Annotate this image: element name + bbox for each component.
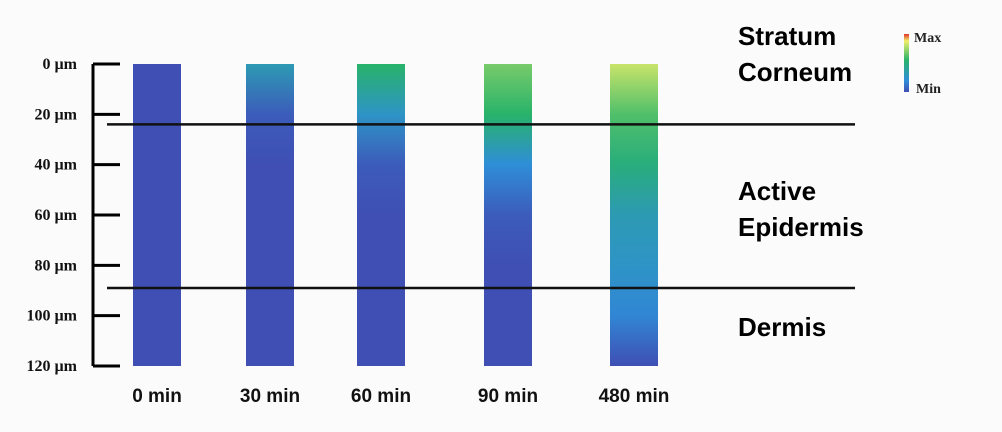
layer-label: Active: [738, 176, 816, 206]
layer-label: Stratum: [738, 21, 836, 51]
y-tick-label: 60 µm: [34, 207, 77, 224]
time-label: 30 min: [240, 386, 300, 407]
heatmap-column-3: [484, 64, 532, 366]
y-tick-label: 80 µm: [34, 257, 77, 274]
time-labels: 0 min 30 min 60 min 90 min 480 min: [132, 386, 669, 407]
y-tick-label: 120 µm: [26, 358, 77, 375]
layer-boundaries: [107, 123, 855, 290]
color-legend: Max Min: [904, 31, 941, 97]
heatmap-column-1: [246, 64, 294, 366]
legend-min-label: Min: [916, 82, 941, 97]
heatmap-column-2: [357, 64, 405, 366]
time-label: 0 min: [132, 386, 182, 407]
layer-labels: Stratum Corneum Active Epidermis Dermis: [738, 21, 864, 342]
y-axis: 0 µm 20 µm 40 µm 60 µm 80 µm 100 µm 120 µm: [26, 56, 120, 375]
y-tick-label: 100 µm: [26, 308, 77, 325]
time-label: 60 min: [351, 386, 411, 407]
heatmap-column-4: [610, 64, 658, 366]
layer-label: Epidermis: [738, 212, 864, 242]
y-tick-label: 40 µm: [34, 157, 77, 174]
heatmap-column-0: [133, 64, 181, 366]
layer-label: Corneum: [738, 57, 852, 87]
heatmap-columns: [133, 64, 658, 366]
time-label: 480 min: [599, 386, 670, 407]
y-tick-label: 0 µm: [42, 56, 77, 73]
layer-label: Dermis: [738, 312, 826, 342]
y-axis-ticks: 0 µm 20 µm 40 µm 60 µm 80 µm 100 µm 120 µm: [26, 56, 120, 375]
legend-max-label: Max: [914, 31, 941, 46]
legend-color-bar: [904, 34, 909, 92]
time-label: 90 min: [478, 386, 538, 407]
y-tick-label: 20 µm: [34, 106, 77, 123]
